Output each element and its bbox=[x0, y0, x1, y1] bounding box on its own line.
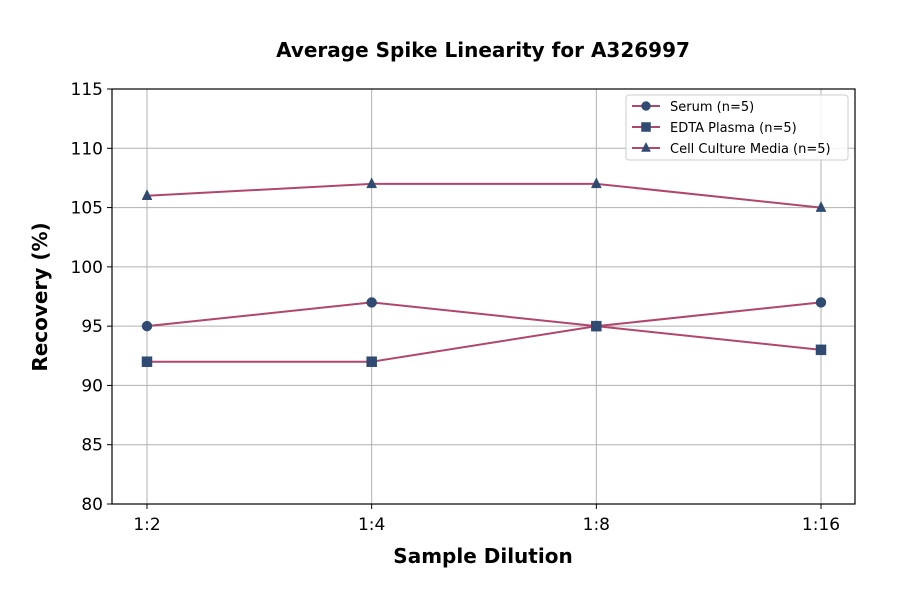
series-line-2 bbox=[146, 182, 822, 209]
y-tick-label: 80 bbox=[81, 495, 103, 515]
data-point-1-2 bbox=[591, 320, 602, 332]
legend-label: EDTA Plasma (n=5) bbox=[670, 121, 797, 136]
data-point-0-0 bbox=[141, 320, 153, 332]
legend-marker bbox=[641, 101, 651, 111]
data-point-2-3 bbox=[815, 201, 827, 212]
chart-title: Average Spike Linearity for A326997 bbox=[276, 38, 690, 62]
y-tick-label: 90 bbox=[81, 376, 103, 396]
data-point-2-0 bbox=[141, 189, 153, 200]
y-tick-label: 100 bbox=[71, 258, 103, 278]
legend-marker bbox=[641, 122, 651, 132]
legend-box bbox=[625, 94, 849, 161]
x-tick-label: 1:2 bbox=[133, 515, 160, 535]
y-tick-label: 105 bbox=[71, 199, 103, 219]
x-tick-label: 1:8 bbox=[583, 515, 610, 535]
legend-marker bbox=[641, 141, 651, 152]
data-point-0-3 bbox=[815, 297, 827, 308]
y-tick-label: 110 bbox=[71, 139, 103, 159]
plot-frame bbox=[111, 88, 856, 505]
data-point-1-0 bbox=[141, 356, 153, 367]
legend-label: Serum (n=5) bbox=[670, 100, 754, 115]
data-point-0-1 bbox=[366, 297, 377, 308]
y-tick-label: 95 bbox=[81, 317, 103, 337]
x-tick-label: 1:16 bbox=[802, 515, 840, 535]
x-axis-label: Sample Dilution bbox=[393, 544, 572, 568]
y-tick-label: 85 bbox=[81, 436, 103, 456]
data-point-2-1 bbox=[366, 177, 378, 189]
data-point-1-1 bbox=[366, 356, 377, 367]
y-axis-label: Recovery (%) bbox=[28, 222, 52, 371]
legend-label: Cell Culture Media (n=5) bbox=[670, 142, 831, 157]
legend: Serum (n=5) EDTA Plasma (n=5) Cell Culture… bbox=[625, 94, 849, 161]
data-point-1-3 bbox=[815, 344, 827, 356]
y-tick-label: 115 bbox=[71, 80, 103, 100]
series-line-1 bbox=[147, 325, 822, 363]
data-point-2-2 bbox=[590, 177, 602, 189]
x-tick-label: 1:4 bbox=[358, 515, 385, 535]
series-line-0 bbox=[146, 301, 822, 328]
